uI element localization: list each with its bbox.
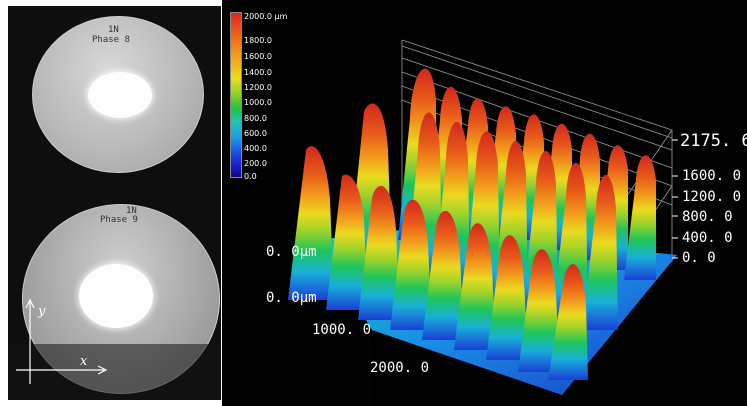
surface-height-plot: 2000.0 µm 1800.0 1600.0 1400.0 1200.0 10… — [222, 0, 747, 406]
colorbar-tick-1200: 1200.0 — [244, 83, 272, 92]
xy-axes-arrows — [16, 298, 108, 384]
top-disc-mark-2: Phase 8 — [92, 35, 130, 45]
colorbar-tick-200: 200.0 — [244, 159, 267, 168]
top-disc-hole — [88, 72, 152, 118]
origin-label-left: 0. 0μm — [266, 290, 317, 306]
y-axis-label: y — [38, 304, 46, 319]
colorbar-tick-800: 800.0 — [244, 114, 267, 123]
surface-peaks — [288, 68, 656, 380]
colorbar-tick-1800: 1800.0 — [244, 36, 272, 45]
z-axis-tick-1600: 1600. 0 — [682, 168, 742, 184]
origin-label-top: 0. 0μm — [266, 244, 317, 260]
colorbar-tick-400: 400.0 — [244, 144, 267, 153]
z-axis-ticks — [672, 139, 678, 259]
surface-render — [288, 39, 678, 406]
colorbar-tick-600: 600.0 — [244, 129, 267, 138]
photo-background: 1N Phase 8 1N Phase 9 — [8, 6, 221, 400]
colorbar-tick-1000: 1000.0 — [244, 98, 272, 107]
colorbar-tick-1400: 1400.0 — [244, 68, 272, 77]
colorbar-tick-2000: 2000.0 µm — [244, 12, 288, 21]
z-axis-tick-400: 400. 0 — [682, 230, 733, 246]
z-axis-tick-1200: 1200. 0 — [682, 189, 742, 205]
bottom-shadow-band — [8, 344, 221, 400]
z-axis-tick-max: 2175. 6 — [680, 131, 747, 151]
colorbar-tick-0: 0.0 — [244, 172, 257, 181]
bottom-disc-hole — [79, 264, 153, 328]
z-axis-tick-800: 800. 0 — [682, 209, 733, 225]
top-disc-mark-1: 1N — [108, 25, 119, 35]
x-axis-label: x — [80, 354, 88, 369]
bottom-disc-mark-2: Phase 9 — [100, 215, 138, 225]
bottom-disc-mark-1: 1N — [126, 206, 137, 216]
y-axis-tick-1000: 1000. 0 — [312, 322, 372, 338]
z-axis-tick-0: 0. 0 — [682, 250, 716, 266]
height-colorbar — [230, 12, 242, 178]
colorbar-tick-1600: 1600.0 — [244, 52, 272, 61]
sample-photograph: 1N Phase 8 1N Phase 9 y x — [0, 0, 221, 406]
y-axis-tick-2000: 2000. 0 — [370, 360, 430, 376]
